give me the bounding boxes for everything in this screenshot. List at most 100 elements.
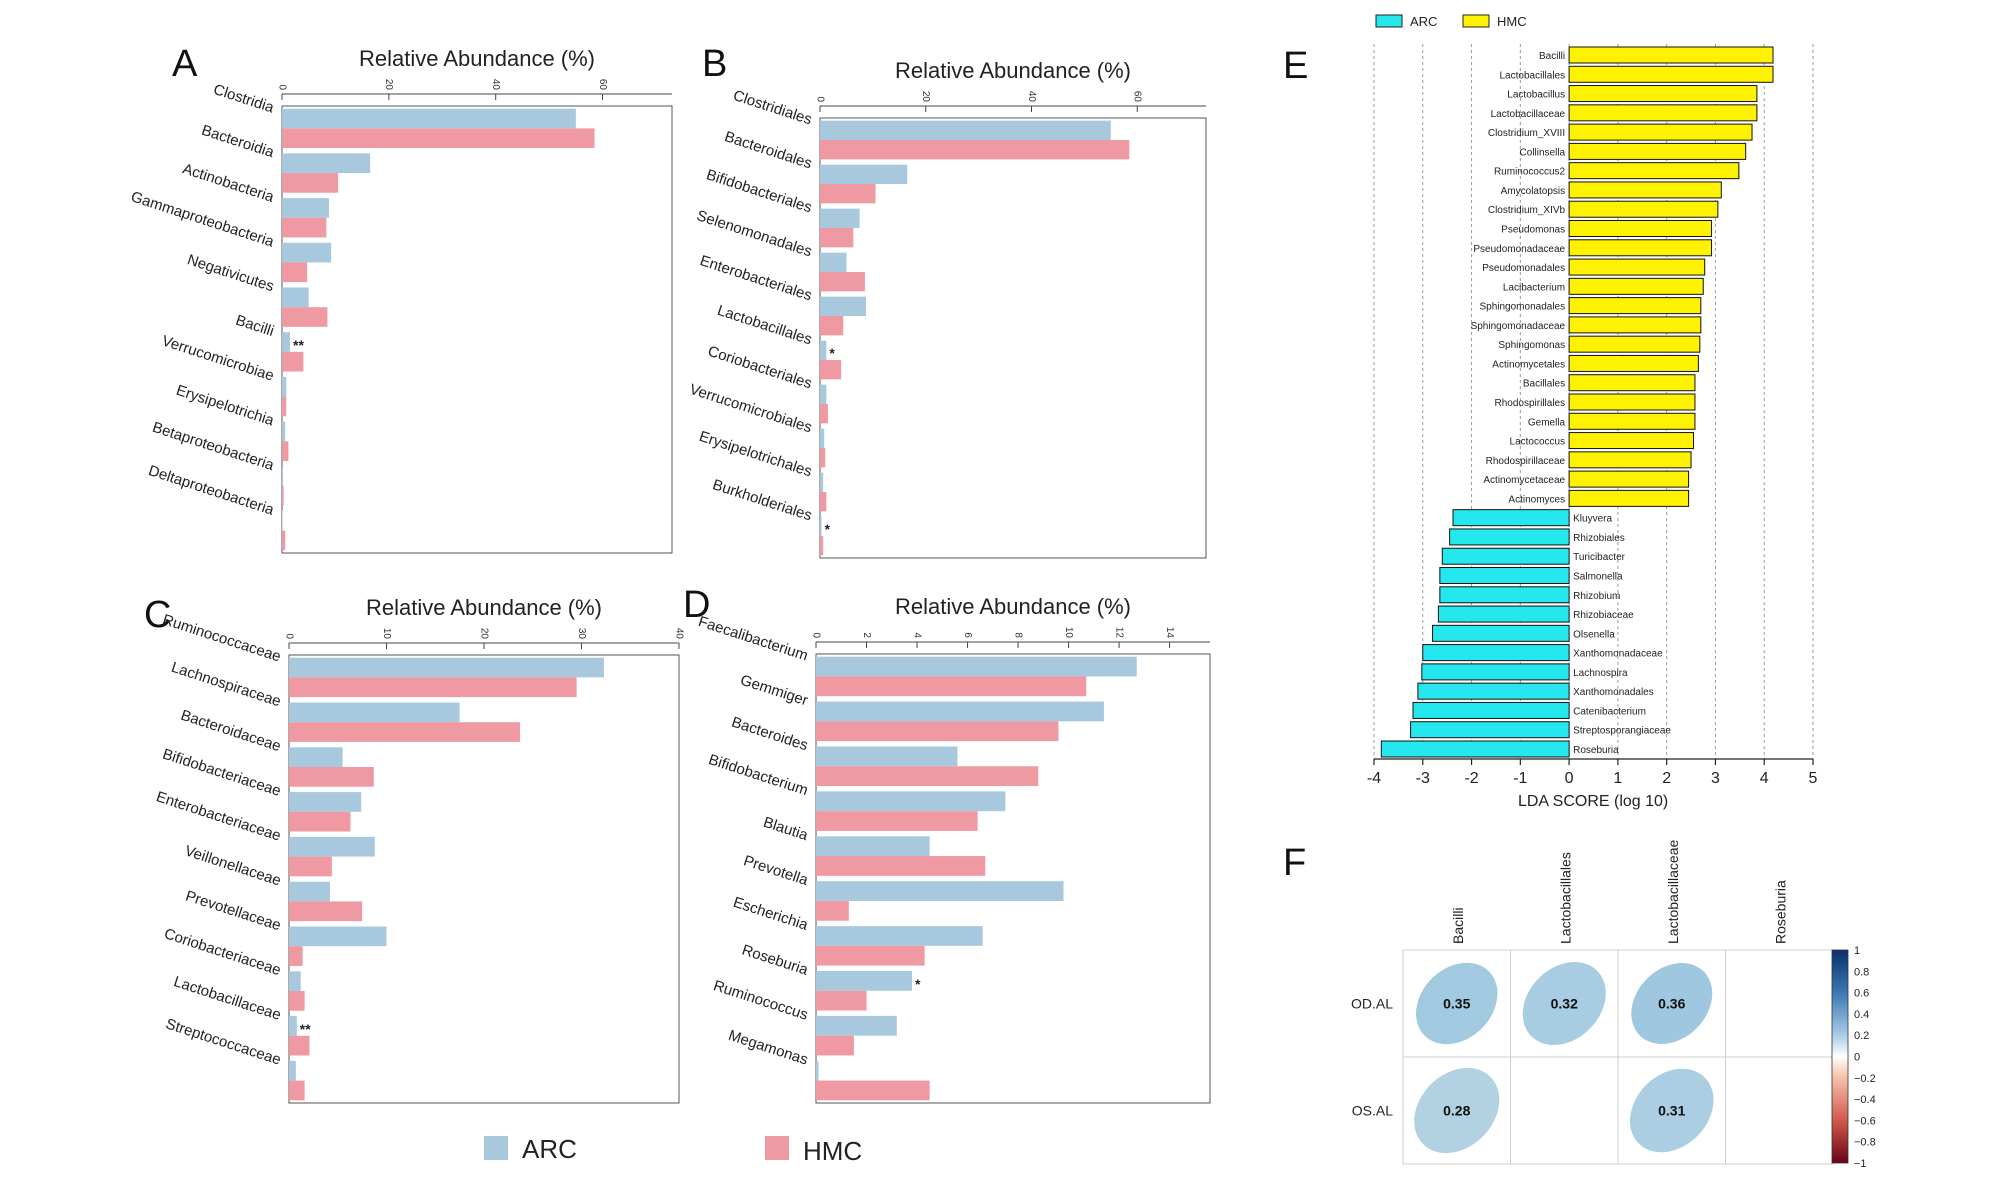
category-label: Ruminococcus — [711, 977, 810, 1024]
category-label: Prevotella — [741, 852, 810, 889]
bar-hmc-lactobacillaceae — [289, 1035, 310, 1056]
bar-hmc-bifidobacteriales — [820, 228, 854, 248]
lda-label: Roseburia — [1573, 745, 1619, 756]
category-label: Streptococcaceae — [164, 1015, 283, 1068]
bar-hmc-bacteroidia — [282, 173, 339, 193]
correlation-value: 0.32 — [1551, 996, 1578, 1012]
bar-arc-bifidobacteriales — [820, 208, 860, 228]
lda-bar-actinomycetales — [1568, 354, 1699, 372]
bar-arc-erysipelotrichia — [282, 421, 286, 442]
lda-bar-pseudomonas — [1568, 220, 1713, 237]
category-label: Betaproteobacteria — [150, 419, 276, 475]
lda-label: Lactobacillus — [1507, 90, 1565, 101]
lda-label: Clostridium_XIVb — [1488, 205, 1566, 216]
colorbar-tick-label: −1 — [1854, 1158, 1867, 1170]
x-tick-label: -1 — [1513, 770, 1527, 787]
bar-hmc-clostridia — [282, 128, 595, 149]
bar-arc-gammaproteobacteria — [282, 242, 332, 263]
lda-label: Rhizobiales — [1573, 533, 1625, 544]
category-label: Megamonas — [726, 1027, 810, 1069]
bar-arc-lactobacillaceae — [289, 1016, 297, 1036]
lda-label: Gemella — [1528, 417, 1566, 428]
bar-arc-faecalibacterium — [816, 656, 1137, 677]
bar-hmc-gemmiger — [816, 721, 1059, 742]
lda-label: Sphingomonas — [1498, 340, 1565, 351]
bar-hmc-veillonellaceae — [289, 901, 363, 922]
significance-marker: ** — [293, 337, 304, 353]
panel-letter: C — [144, 594, 171, 636]
lda-label: Rhodospirillales — [1495, 398, 1566, 409]
bar-hmc-streptococcaceae — [289, 1080, 305, 1101]
row-label: OS.AL — [1352, 1103, 1393, 1119]
x-tick-label: 3 — [1711, 770, 1720, 787]
category-label: Deltaproteobacteria — [146, 462, 276, 519]
bar-arc-prevotellaceae — [289, 926, 387, 947]
category-label: Roseburia — [740, 942, 811, 979]
bar-hmc-deltaproteobacteria — [282, 530, 286, 551]
bar-arc-ruminococcaceae — [289, 657, 604, 678]
panel-letter: E — [1283, 45, 1308, 87]
bar-arc-lachnospiraceae — [289, 702, 460, 723]
legend-label-hmc: HMC — [803, 1136, 862, 1166]
bar-hmc-bifidobacteriaceae — [289, 811, 351, 832]
x-tick-label: 8 — [1012, 632, 1023, 638]
significance-marker: * — [915, 976, 921, 992]
lda-bar-olsenella — [1432, 624, 1570, 642]
bar-arc-prevotella — [816, 881, 1064, 901]
bar-hmc-ruminococcus — [816, 1035, 854, 1056]
bar-hmc-escherichia — [816, 945, 925, 966]
category-label: Coriobacteriales — [706, 343, 814, 393]
bar-arc-roseburia — [816, 970, 912, 991]
bar-arc-erysipelotrichales — [820, 472, 824, 492]
category-label: Bacteroidaceae — [179, 707, 283, 755]
lda-bar-kluyvera — [1452, 509, 1570, 527]
category-label: Clostridia — [211, 81, 276, 117]
correlation-ellipse — [1416, 962, 1498, 1045]
column-label: Lactobacillaceae — [1665, 839, 1681, 944]
legend-swatch-hmc — [1462, 14, 1490, 28]
correlation-value: 0.31 — [1658, 1103, 1685, 1119]
lda-label: Lactococcus — [1510, 437, 1566, 448]
lda-bar-rhizobiaceae — [1437, 605, 1570, 623]
correlation-value: 0.28 — [1443, 1103, 1470, 1119]
bar-hmc-bacteroidaceae — [289, 767, 374, 787]
legend-label-hmc: HMC — [1497, 14, 1527, 29]
category-label: Escherichia — [731, 894, 811, 934]
significance-marker: * — [825, 521, 831, 537]
bar-hmc-verrucomicrobiae — [282, 396, 287, 417]
lda-bar-catenibacterium — [1412, 701, 1570, 719]
bar-hmc-coriobacteriales — [820, 404, 828, 424]
x-tick-label: 10 — [1063, 627, 1074, 639]
bar-arc-bifidobacterium — [816, 791, 1006, 812]
lda-label: Olsenella — [1573, 629, 1615, 640]
category-label: Actinobacteria — [180, 160, 276, 206]
bar-arc-bacteroides — [816, 746, 958, 767]
bar-hmc-enterobacteriaceae — [289, 856, 332, 877]
lda-label: Rhizobiaceae — [1573, 610, 1634, 621]
x-tick-label: 60 — [597, 79, 608, 91]
bar-hmc-verrucomicrobiales — [820, 448, 826, 468]
bar-arc-bacteroidales — [820, 164, 908, 184]
category-label: Bacteroides — [729, 714, 810, 755]
lda-label: Clostridium_XVIII — [1488, 128, 1565, 139]
x-tick-label: 30 — [576, 628, 587, 640]
category-label: Burkholderiales — [710, 476, 814, 524]
lda-label: Actinomycetaceae — [1483, 475, 1565, 486]
x-tick-label: -3 — [1416, 770, 1430, 787]
colorbar-tick-label: 1 — [1854, 945, 1860, 957]
lda-bar-clostridium_xivb — [1568, 200, 1719, 218]
lda-label: Pseudomonadales — [1482, 263, 1565, 274]
bar-arc-verrucomicrobiae — [282, 376, 287, 397]
x-tick-label: 1 — [1613, 770, 1622, 787]
category-label: Bifidobacteriaceae — [160, 746, 283, 800]
bar-arc-verrucomicrobiales — [820, 428, 825, 448]
bar-hmc-gammaproteobacteria — [282, 262, 308, 283]
lda-label: Actinomyces — [1508, 494, 1565, 505]
lda-label: Catenibacterium — [1573, 706, 1646, 717]
legend-swatch-arc — [1375, 14, 1403, 28]
bar-arc-coriobacteriaceae — [289, 971, 301, 991]
colorbar-tick-label: −0.6 — [1854, 1115, 1876, 1127]
legend-label-arc: ARC — [522, 1134, 577, 1164]
colorbar-tick-label: 0.4 — [1854, 1009, 1869, 1021]
lda-bar-amycolatopsis — [1568, 181, 1722, 199]
